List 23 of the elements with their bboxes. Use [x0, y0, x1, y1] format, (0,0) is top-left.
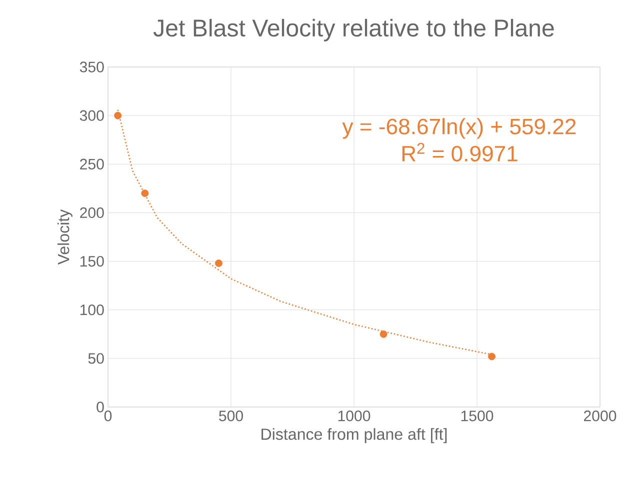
- y-tick-label: 150: [80, 256, 104, 267]
- point: [114, 112, 122, 120]
- x-tick-label: 500: [219, 410, 243, 422]
- y-tick-label: 300: [80, 110, 104, 121]
- point: [214, 260, 222, 267]
- x-tick-label: 1500: [461, 410, 494, 422]
- y-tick-label: 350: [80, 62, 104, 72]
- point: [141, 190, 149, 197]
- annotation: R$^{2}$ = 0.9971: [402, 142, 518, 162]
- point: [380, 330, 388, 338]
- y-tick-label: 200: [80, 207, 104, 218]
- x-tick-label: 2000: [584, 410, 616, 422]
- y-tick-label: 100: [80, 304, 104, 316]
- x-tick-label: 0: [104, 410, 112, 422]
- y-tick-label: 50: [88, 353, 104, 364]
- x-axis-title: Distance from plane aft [ft]: [262, 428, 447, 444]
- x-tick-label: 1000: [338, 410, 370, 422]
- y-tick-label: 250: [80, 158, 104, 170]
- y-axis-title: Velocity: [57, 209, 72, 265]
- annotation: y = -68.67ln(x) + 559.22: [342, 118, 576, 139]
- chart-title: Jet Blast Velocity relative to the Plane: [153, 18, 554, 42]
- point: [488, 352, 496, 360]
- y-tick-label: 0: [96, 402, 104, 412]
